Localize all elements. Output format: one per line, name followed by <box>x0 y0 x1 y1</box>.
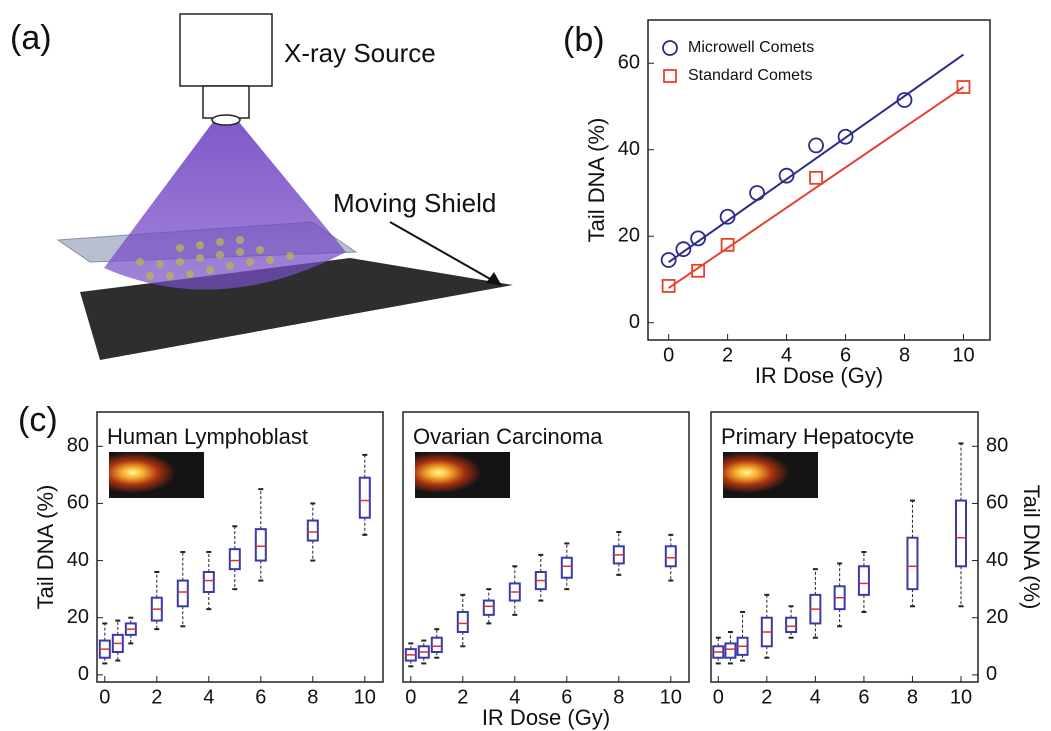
box <box>204 572 214 592</box>
point <box>750 186 764 200</box>
x-tick-label: 6 <box>858 686 869 708</box>
y-tick-label: 20 <box>67 606 89 628</box>
comet-image <box>415 452 510 498</box>
box <box>562 558 572 578</box>
y-tick-label: 20 <box>618 224 640 246</box>
box <box>956 501 966 567</box>
x-tick-label: 8 <box>899 344 910 366</box>
panel-title: Human Lymphoblast <box>107 424 308 449</box>
box <box>458 612 468 632</box>
x-tick-label: 10 <box>660 686 682 708</box>
aperture <box>212 115 240 125</box>
box <box>230 549 240 569</box>
y-tick-label: 40 <box>67 549 89 571</box>
y-axis-label: Tail DNA (%) <box>584 118 609 243</box>
legend-marker <box>664 70 676 82</box>
y-tick-label: 80 <box>986 435 1008 457</box>
x-tick-label: 6 <box>255 686 266 708</box>
x-tick-label: 0 <box>663 344 674 366</box>
box <box>360 478 370 518</box>
box <box>256 529 266 560</box>
x-tick-label: 8 <box>307 686 318 708</box>
x-tick-label: 0 <box>713 686 724 708</box>
legend-label: Standard Comets <box>688 67 813 84</box>
x-tick-label: 10 <box>952 344 974 366</box>
source-neck <box>203 86 249 118</box>
x-tick-label: 2 <box>722 344 733 366</box>
y-tick-label: 80 <box>67 435 89 457</box>
box <box>786 618 796 632</box>
x-tick-label: 4 <box>203 686 214 708</box>
source-label: X-ray Source <box>284 38 436 68</box>
point <box>810 172 822 184</box>
xray-diagram: (a) X-ray Source Moving Shield <box>10 14 513 360</box>
comet-image <box>109 452 204 498</box>
panel-title: Primary Hepatocyte <box>721 424 914 449</box>
x-axis-label: IR Dose (Gy) <box>755 363 883 388</box>
shield-label: Moving Shield <box>333 188 496 218</box>
box <box>432 638 442 652</box>
box <box>666 546 676 566</box>
point <box>809 138 823 152</box>
x-tick-label: 8 <box>613 686 624 708</box>
x-tick-label: 2 <box>151 686 162 708</box>
x-tick-label: 10 <box>950 686 972 708</box>
box <box>178 581 188 607</box>
y-axis-label: Tail DNA (%) <box>33 485 58 610</box>
y-tick-label: 0 <box>629 311 640 333</box>
y-tick-label: 0 <box>78 663 89 685</box>
legend-label: Microwell Comets <box>688 39 814 56</box>
legend-marker <box>663 41 677 55</box>
fit-line <box>669 55 964 263</box>
y-tick-label: 60 <box>67 492 89 514</box>
x-tick-label: 8 <box>907 686 918 708</box>
y-tick-label: 0 <box>986 663 997 685</box>
x-tick-label: 10 <box>354 686 376 708</box>
box <box>907 538 917 589</box>
y-tick-label: 60 <box>986 492 1008 514</box>
x-tick-label: 0 <box>405 686 416 708</box>
figure: (a) X-ray Source Moving Shield 0 2 4 6 8 10 0 2… <box>0 0 1051 731</box>
point <box>662 253 676 267</box>
y-axis-label: Tail DNA (%) <box>1019 485 1044 610</box>
x-tick-label: 2 <box>457 686 468 708</box>
y-tick-label: 40 <box>986 549 1008 571</box>
box <box>725 643 735 657</box>
panel-title: Ovarian Carcinoma <box>413 424 603 449</box>
x-axis-label: IR Dose (Gy) <box>482 705 610 730</box>
panel-label: (c) <box>18 401 58 439</box>
box <box>308 521 318 541</box>
x-tick-label: 4 <box>810 686 821 708</box>
fit-line <box>669 87 964 288</box>
source-box <box>180 14 272 86</box>
box <box>484 601 494 615</box>
box <box>859 566 869 595</box>
y-tick-label: 20 <box>986 606 1008 628</box>
x-tick-label: 0 <box>99 686 110 708</box>
x-tick-label: 2 <box>761 686 772 708</box>
panel-label: (b) <box>563 21 605 59</box>
comet-image <box>723 452 818 498</box>
y-tick-label: 60 <box>618 52 640 74</box>
y-tick-label: 40 <box>618 138 640 160</box>
panel-label: (a) <box>10 19 52 57</box>
